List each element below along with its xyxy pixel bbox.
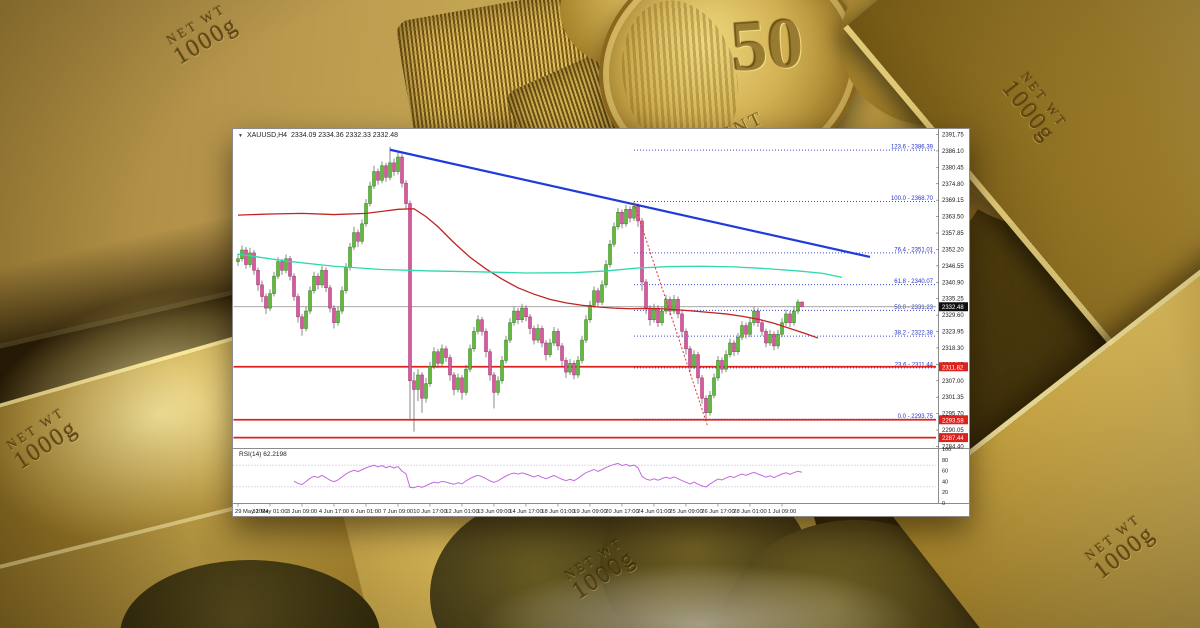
time-axis-label: 14 Jun 17:00 [509,509,543,515]
time-axis-label: 10 Jun 17:00 [413,509,447,515]
svg-text:2287.44: 2287.44 [942,436,964,442]
price-axis-label: 2301.35 [942,395,964,401]
time-axis-label: 4 Jun 17:00 [319,509,349,515]
price-axis-label: 2318.30 [942,346,964,352]
time-axis-label: 13 Jun 09:00 [477,509,511,515]
price-axis-label: 2335.25 [942,297,964,303]
price-axis-label: 2386.10 [942,149,964,155]
rsi-line [293,462,803,489]
fib-level-label: 38.2 - 2322.38 [894,331,933,337]
price-axis-label: 2323.95 [942,330,964,336]
price-axis-badge [939,362,968,372]
price-axis-badge [939,415,968,425]
chart-title-bar: ▼ XAUUSD,H4 2334.09 2334.36 2332.33 2332… [238,132,398,139]
time-axis-label: 18 Jun 01:00 [541,509,575,515]
trendline-descending-blue [389,148,871,259]
price-axis-label: 2352.20 [942,247,964,253]
price-axis-label: 2357.85 [942,231,964,237]
time-axis-label: 20 Jun 17:00 [605,509,639,515]
trendline-steep-red-dotted [633,202,708,426]
mt4-chart-window: ▼ XAUUSD,H4 2334.09 2334.36 2332.33 2332… [232,128,970,517]
time-axis-label: 29 May 2024 [235,509,269,515]
price-axis-label: 2391.75 [942,133,964,139]
price-axis-label: 2340.90 [942,280,964,286]
ma-red [237,208,819,339]
price-axis-badge [939,433,968,443]
time-axis-label: 24 Jun 01:00 [637,509,671,515]
rsi-axis-label: 60 [942,469,948,475]
fib-level-label: 50.0 - 2331.23 [894,305,933,311]
ma-cyan [237,253,843,278]
svg-text:2311.82: 2311.82 [942,365,964,371]
time-axis-label: 7 Jun 09:00 [383,509,413,515]
fib-level-label: 123.6 - 2386.39 [891,145,934,151]
chart-ohlc-values: 2334.09 2334.36 2332.33 2332.48 [291,132,399,139]
svg-text:2332.48: 2332.48 [942,305,964,311]
fib-level-label: 0.0 - 2293.75 [898,414,934,420]
time-axis-label: 1 Jul 09:00 [768,509,796,515]
fib-level-label: 100.0 - 2368.70 [891,196,934,202]
bottom-center-glow [430,550,970,628]
price-axis-label: 2284.40 [942,444,964,450]
time-axis-label: 12 Jun 01:00 [445,509,479,515]
price-axis-label: 2374.80 [942,182,964,188]
price-axis-label: 2369.15 [942,198,964,204]
price-axis-label: 2380.45 [942,165,964,171]
svg-text:2293.58: 2293.58 [942,418,964,424]
time-axis-label: 25 Jun 09:00 [669,509,703,515]
price-axis-label: 2295.70 [942,412,964,418]
rsi-axis-label: 80 [942,458,948,464]
rsi-axis-label: 40 [942,479,948,485]
time-axis-label: 6 Jun 01:00 [351,509,381,515]
price-axis-label: 2363.50 [942,215,964,221]
price-axis-label: 2346.55 [942,264,964,270]
fib-level-label: 23.6 - 2311.44 [895,362,934,368]
price-axis[interactable]: 2391.75 2386.10 2380.45 2374.80 2369.15 2363.… [936,133,964,451]
time-axis-label: 19 Jun 09:00 [573,509,607,515]
time-axis-label: 3 Jun 09:00 [287,509,317,515]
fib-level-label: 61.8 - 2340.07 [894,279,933,285]
time-axis-label: 31 May 01:00 [252,509,287,515]
price-axis-label: 2307.00 [942,379,964,385]
rsi-axis-label: 100 [942,447,951,453]
fib-level-label: 76.4 - 2351.01 [894,247,933,253]
price-axis-badge [939,302,968,312]
price-axis-label: 2329.60 [942,313,964,319]
chart-symbol-label: XAUUSD,H4 [246,132,288,139]
rsi-indicator-label: RSI(14) 62.2198 [239,451,287,458]
fib-retracement: 123.6 - 2386.39 100.0 - 2368.70 76.4 - 235… [634,145,936,420]
time-axis-label: 28 Jun 01:00 [733,509,767,515]
rsi-axis-label: 0 [942,501,945,507]
collapse-chart-icon[interactable]: ▼ [238,132,243,139]
price-axis-label: 2290.05 [942,428,964,434]
rsi-axis-label: 20 [942,490,948,496]
time-axis-label: 26 Jun 17:00 [701,509,735,515]
price-chart[interactable]: 123.6 - 2386.39 100.0 - 2368.70 76.4 - 235… [233,129,969,516]
